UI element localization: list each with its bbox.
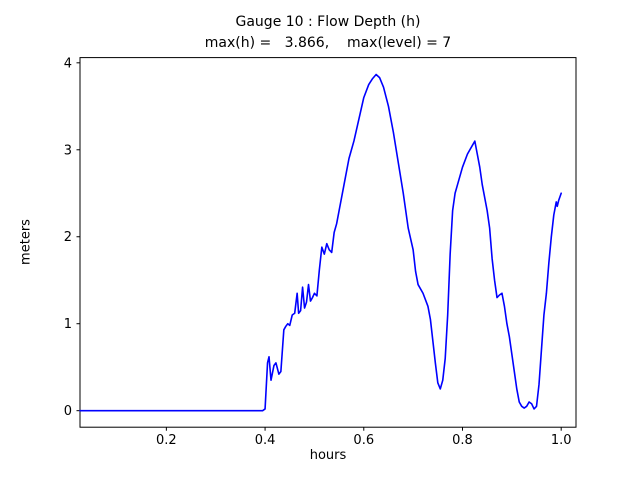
x-tick-label: 0.2	[156, 433, 177, 448]
y-axis-label: meters	[18, 219, 34, 265]
x-tick-label: 0.4	[255, 433, 276, 448]
x-tick-label: 1.0	[551, 433, 572, 448]
chart-title-block: Gauge 10 : Flow Depth (h) max(h) = 3.866…	[80, 12, 576, 54]
y-tick-label: 2	[64, 230, 72, 245]
x-tick-label: 0.8	[452, 433, 473, 448]
chart-title: Gauge 10 : Flow Depth (h)	[235, 14, 421, 30]
y-tick-label: 1	[64, 317, 72, 332]
y-tick-label: 4	[64, 56, 72, 71]
y-tick-label: 3	[64, 143, 72, 158]
axes-spines	[79, 57, 577, 428]
chart-subtitle: max(h) = 3.866, max(level) = 7	[204, 35, 452, 51]
x-axis-label: hours	[309, 448, 347, 463]
x-tick-label: 0.6	[353, 433, 374, 448]
y-tick-label: 0	[64, 404, 72, 419]
flow-depth-line	[79, 73, 562, 412]
